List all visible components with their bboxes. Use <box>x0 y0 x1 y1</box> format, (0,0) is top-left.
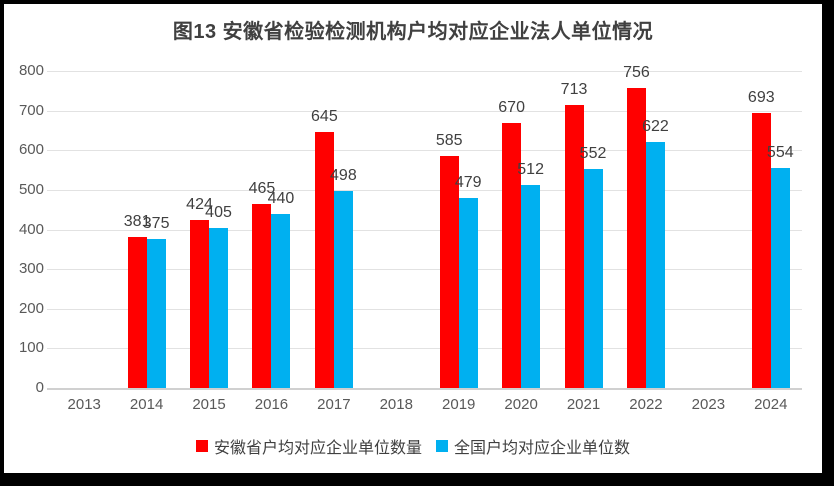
data-label: 645 <box>311 108 338 126</box>
bar-anhui <box>127 237 147 388</box>
x-axis-tick-label: 2017 <box>317 396 351 413</box>
x-axis-tick-label: 2013 <box>67 396 101 413</box>
legend-swatch-icon <box>195 440 208 452</box>
gridline <box>47 150 802 152</box>
data-label: 554 <box>766 144 794 162</box>
y-axis-tick-label: 200 <box>18 299 44 317</box>
x-axis-tick-label: 2015 <box>192 396 226 413</box>
gridline <box>47 110 802 112</box>
data-label: 693 <box>747 89 775 107</box>
data-label: 512 <box>517 161 544 179</box>
x-axis-tick-label: 2023 <box>691 396 726 413</box>
y-axis-tick-label: 400 <box>18 220 44 238</box>
bar-national <box>333 190 353 388</box>
gridline <box>47 71 802 72</box>
bar-anhui <box>626 88 646 388</box>
data-label: 440 <box>267 189 295 207</box>
chart-title: 图13 安徽省检验检测机构户均对应企业法人单位情况 <box>172 21 654 43</box>
data-label: 479 <box>454 174 482 192</box>
data-label: 424 <box>186 195 213 213</box>
y-axis-tick-label: 800 <box>18 62 44 79</box>
y-axis-tick-label: 600 <box>18 141 44 159</box>
x-axis-tick-label: 2021 <box>566 396 601 413</box>
data-label: 670 <box>498 98 525 116</box>
data-label: 756 <box>623 64 650 82</box>
bar-national <box>458 198 478 388</box>
data-label: 405 <box>205 203 232 221</box>
bar-anhui <box>502 122 522 388</box>
legend-label: 安徽省户均对应企业单位数量 <box>213 440 422 457</box>
data-label: 622 <box>642 117 669 135</box>
bar-anhui <box>751 113 771 388</box>
bar-anhui <box>252 203 272 388</box>
chart-canvas: 图13 安徽省检验检测机构户均对应企业法人单位情况 0 100 200 300 400 5… <box>4 4 822 473</box>
data-label: 552 <box>579 145 607 163</box>
plot-area: 0 100 200 300 400 500 600 700 800 2013 2014 2015 201… <box>4 4 822 473</box>
bar-anhui <box>564 105 584 388</box>
y-axis-tick-label: 0 <box>35 379 44 396</box>
bar-national <box>209 227 229 388</box>
data-label: 375 <box>142 215 170 233</box>
legend-item-national: 全国户均对应企业单位数 <box>436 434 630 458</box>
x-axis-tick-label: 2014 <box>129 396 164 413</box>
gridline <box>47 348 802 350</box>
data-label: 498 <box>330 166 357 184</box>
data-label: 465 <box>248 179 276 197</box>
bar-anhui <box>439 156 459 388</box>
x-axis-tick-label: 2019 <box>442 396 476 413</box>
legend: 安徽省户均对应企业单位数量 全国户均对应企业单位数 <box>4 434 822 458</box>
data-label: 585 <box>435 132 463 150</box>
bar-national <box>645 141 665 388</box>
x-axis-tick-label: 2024 <box>754 396 788 413</box>
y-axis-tick-label: 500 <box>18 180 44 198</box>
y-axis-tick-label: 300 <box>18 260 44 278</box>
x-axis-tick-label: 2022 <box>629 396 663 413</box>
gridline <box>47 229 802 231</box>
legend-item-anhui: 安徽省户均对应企业单位数量 <box>195 434 422 458</box>
bar-national <box>770 168 790 388</box>
x-axis-tick-label: 2018 <box>379 396 413 413</box>
bar-anhui <box>190 219 210 388</box>
bar-national <box>521 185 541 388</box>
legend-label: 全国户均对应企业单位数 <box>454 440 631 457</box>
y-axis-tick-label: 100 <box>18 339 44 357</box>
bar-national <box>583 169 603 388</box>
gridline <box>47 269 802 271</box>
bar-national <box>146 239 166 388</box>
gridline <box>47 308 802 310</box>
data-label: 713 <box>560 81 588 99</box>
legend-swatch-icon <box>436 440 448 452</box>
x-axis-tick-label: 2016 <box>254 396 289 413</box>
bar-anhui <box>314 132 334 388</box>
x-axis-tick-label: 2020 <box>504 396 538 413</box>
gridline <box>47 388 802 390</box>
data-label: 381 <box>123 213 151 231</box>
bar-national <box>271 213 291 388</box>
y-axis-tick-label: 700 <box>18 101 44 119</box>
gridline <box>47 189 802 191</box>
